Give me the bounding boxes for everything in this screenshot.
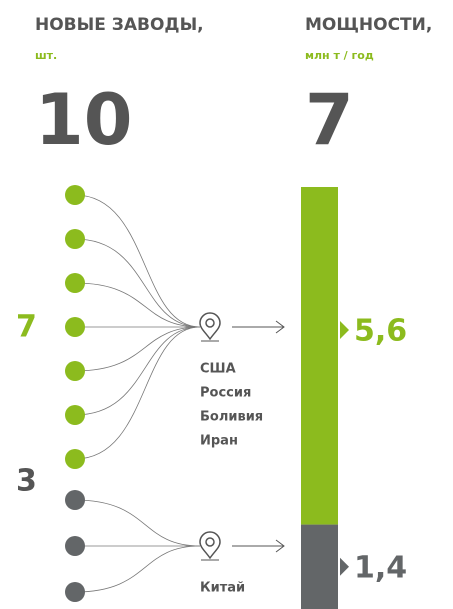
country: Боливия [200, 410, 263, 425]
left-unit: шт. [35, 49, 57, 62]
capacity-label: 1,4 [354, 550, 407, 585]
bar-pointer [340, 321, 349, 339]
pin-dot [205, 318, 215, 328]
connector [74, 545, 201, 593]
plant-dot [65, 490, 85, 510]
connector [74, 326, 201, 416]
plant-dot [65, 361, 85, 381]
group-count: 3 [16, 464, 37, 499]
plant-dot [65, 582, 85, 602]
left-title: НОВЫЕ ЗАВОДЫ, [35, 15, 204, 35]
capacity-label: 5,6 [354, 314, 407, 349]
connector [74, 238, 201, 328]
country: Иран [200, 434, 238, 449]
capacity-bar [301, 524, 338, 609]
arrow-head [275, 539, 285, 553]
pin [199, 312, 221, 341]
arrow-head [275, 320, 285, 334]
plant-dot [65, 317, 85, 337]
connector [74, 194, 201, 328]
plant-dot [65, 185, 85, 205]
bar-pointer [340, 557, 349, 576]
plant-dot [65, 536, 85, 556]
right-unit: млн т / год [305, 49, 374, 62]
group-count: 7 [16, 310, 37, 345]
pin [199, 531, 221, 560]
right-total: 7 [305, 79, 354, 161]
connector [74, 326, 201, 460]
country: Китай [200, 581, 245, 596]
connector [74, 326, 201, 372]
left-total: 10 [35, 79, 132, 161]
connector [74, 282, 201, 328]
country: США [200, 362, 236, 377]
pin-dot [205, 537, 215, 547]
country: Россия [200, 386, 251, 401]
plant-dot [65, 405, 85, 425]
capacity-bar [301, 187, 338, 525]
right-title: МОЩНОСТИ, [305, 15, 432, 35]
plant-dot [65, 229, 85, 249]
plant-dot [65, 273, 85, 293]
plant-dot [65, 449, 85, 469]
connector [74, 499, 201, 547]
